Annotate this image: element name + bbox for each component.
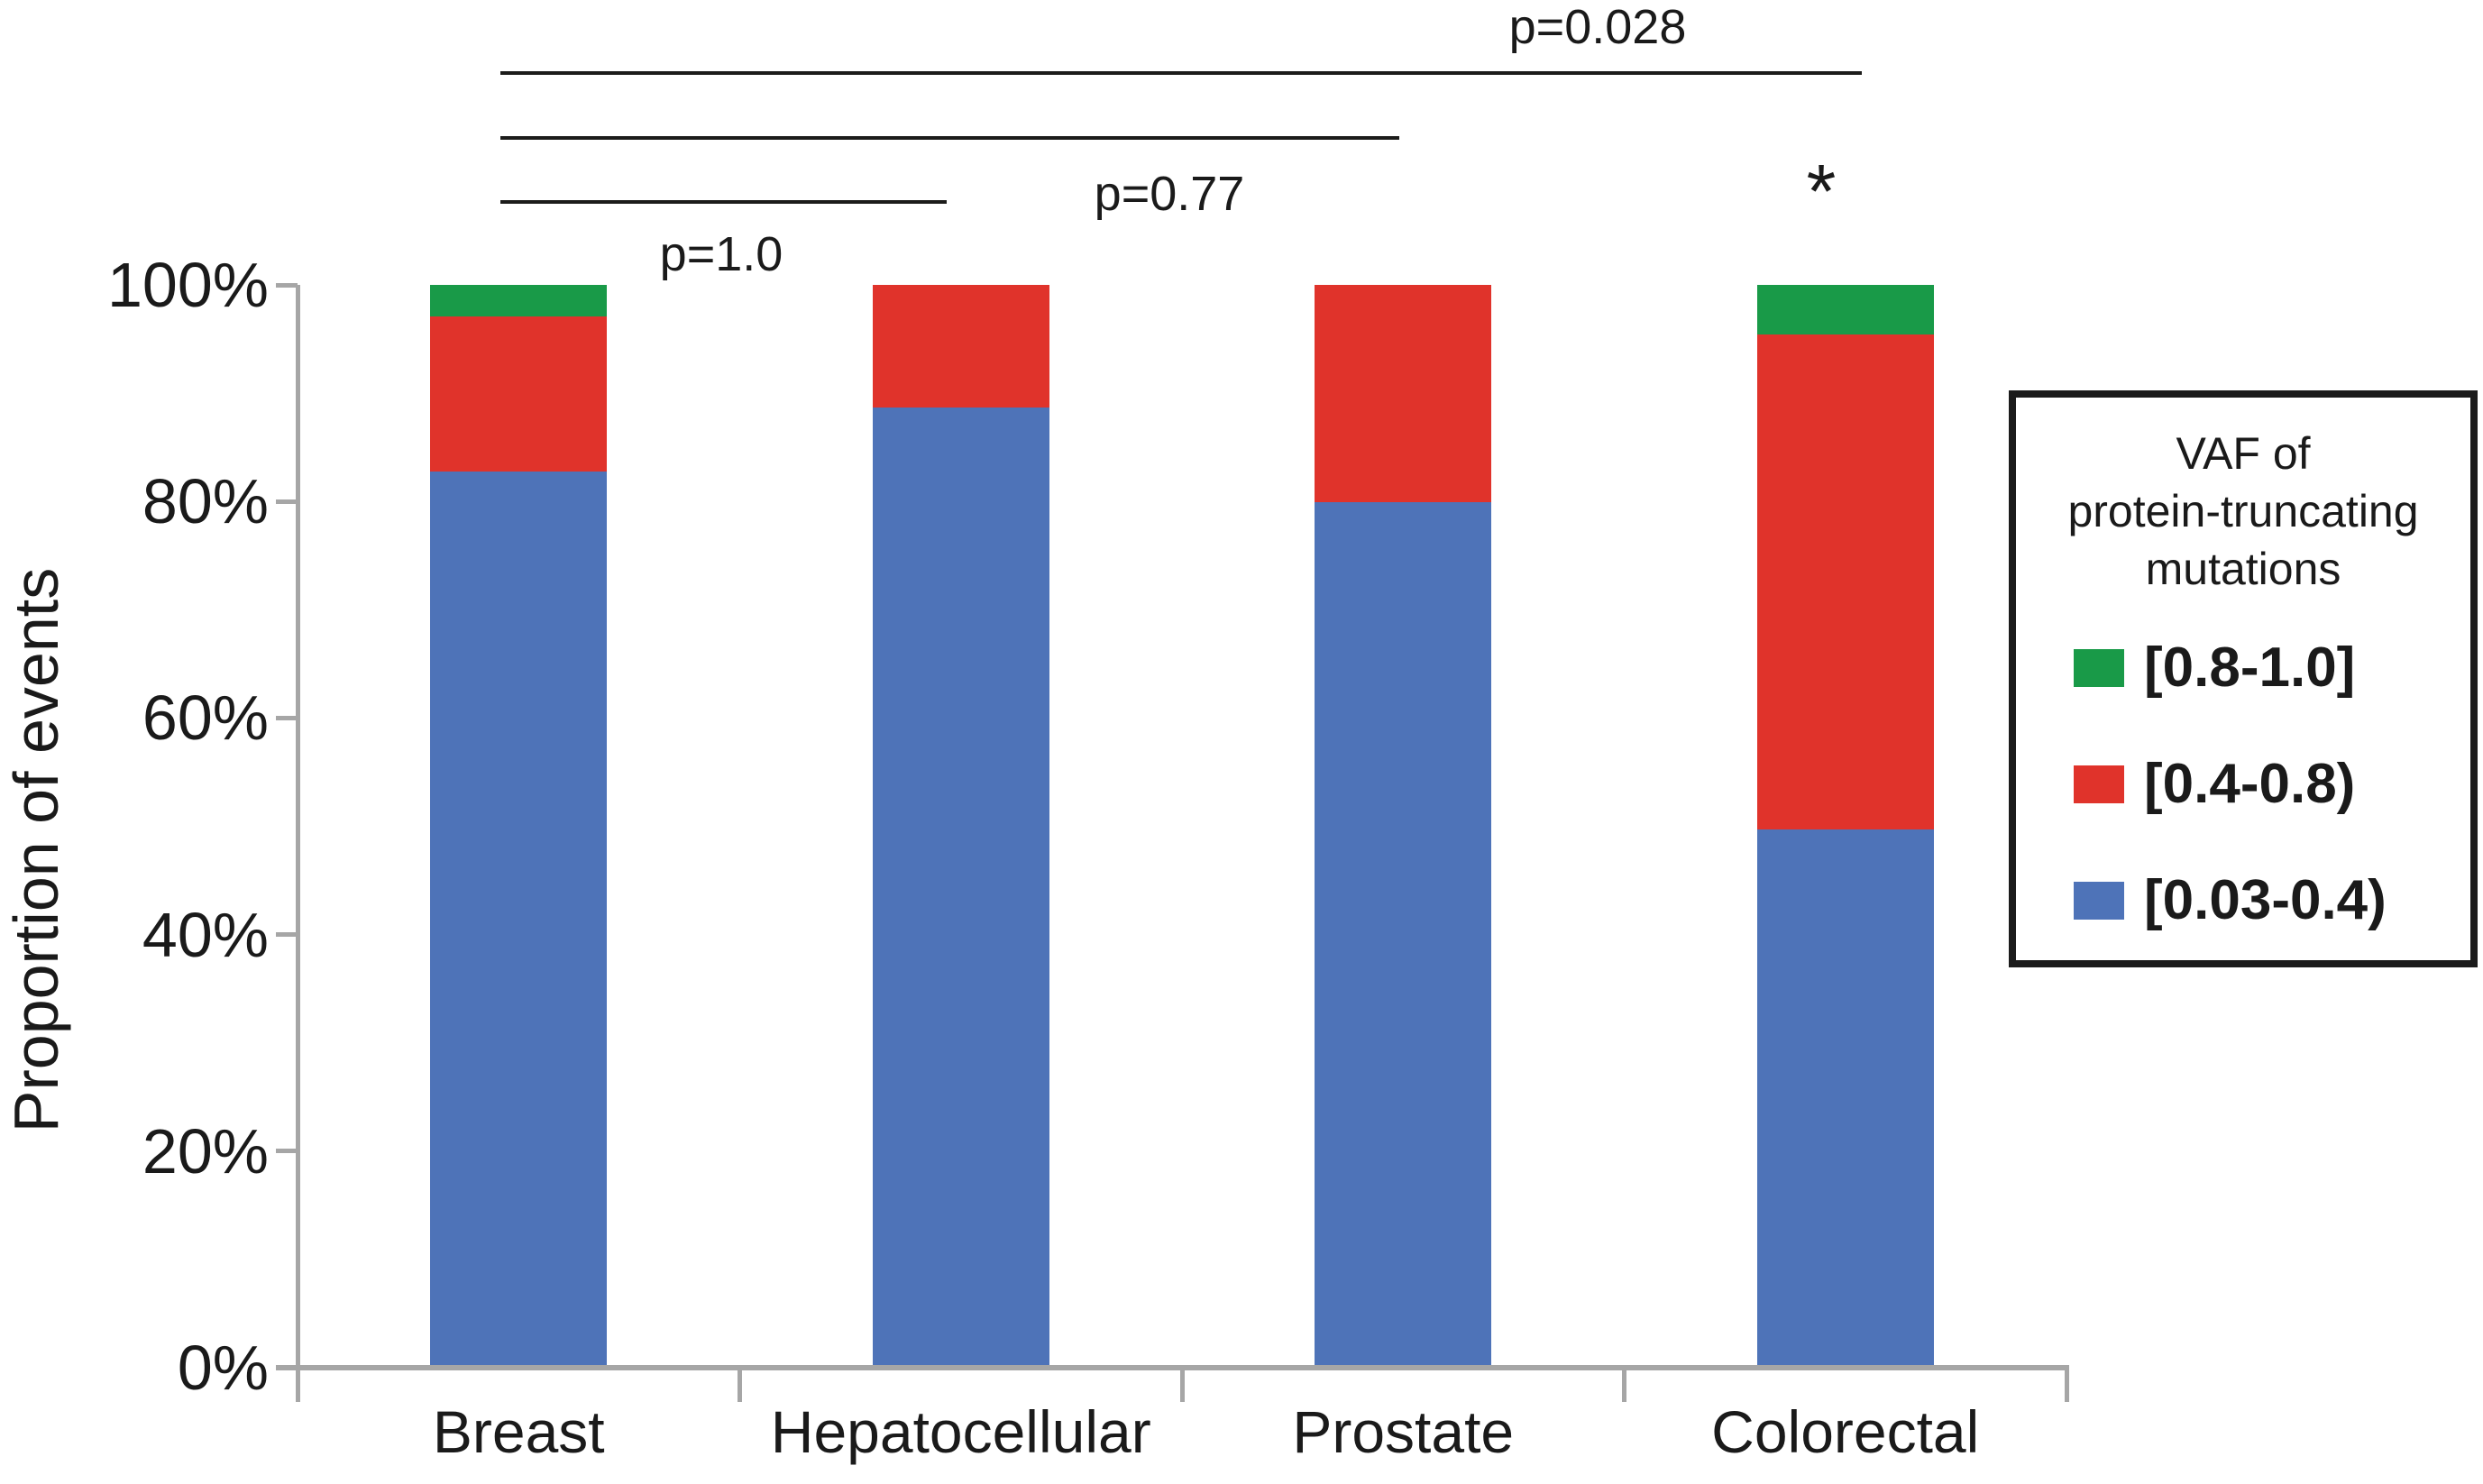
p-value-label-Breast-Hepatocellular: p=1.0 <box>659 227 783 281</box>
p-value-label-Breast-Prostate: p=0.77 <box>1094 167 1245 221</box>
legend-swatch-[0.8-1.0] <box>2074 648 2124 687</box>
legend-title-line-2: protein-truncating <box>2067 486 2419 536</box>
legend-title-line-3: mutations <box>2145 544 2341 594</box>
legend-items: [0.8-1.0] [0.4-0.8) [0.03-0.4) <box>2016 636 2470 932</box>
segment-colorectal-[0.8-1.0] <box>1756 285 1934 335</box>
x-axis-line <box>276 1365 2069 1370</box>
bar-hepatocellular <box>872 285 1049 1368</box>
legend-item-[0.03-0.4): [0.03-0.4) <box>2074 868 2470 932</box>
segment-breast-[0.03-0.4) <box>430 471 608 1368</box>
category-label-hepatocellular: Hepatocellular <box>770 1398 1151 1465</box>
comparison-line-Breast-Hepatocellular <box>500 200 947 204</box>
comparison-line-Breast-Prostate <box>500 136 1399 140</box>
legend-item-label-[0.03-0.4): [0.03-0.4) <box>2144 869 2387 931</box>
x-tick-mark-3 <box>1622 1368 1626 1402</box>
legend-title-line-1: VAF of <box>2176 428 2311 479</box>
y-axis-line <box>296 285 300 1386</box>
legend-swatch-[0.4-0.8) <box>2074 765 2124 803</box>
legend-box: VAF of protein-truncating mutations [0.8… <box>2009 390 2478 967</box>
y-tick-label-60%: 60% <box>142 682 269 754</box>
category-label-breast: Breast <box>432 1398 605 1465</box>
segment-prostate-[0.03-0.4) <box>1315 502 1492 1368</box>
segment-hepatocellular-[0.03-0.4) <box>872 407 1049 1368</box>
legend-item-[0.8-1.0]: [0.8-1.0] <box>2074 636 2470 700</box>
category-label-colorectal: Colorectal <box>1711 1398 1980 1465</box>
significance-star: * <box>1806 149 1837 234</box>
bar-colorectal <box>1756 285 1934 1368</box>
y-tick-mark-100% <box>276 282 298 288</box>
segment-colorectal-[0.03-0.4) <box>1756 829 1934 1368</box>
y-tick-mark-20% <box>276 1149 298 1154</box>
y-tick-mark-40% <box>276 932 298 938</box>
comparison-line-Breast-Colorectal <box>500 71 1862 75</box>
segment-colorectal-[0.4-0.8) <box>1756 334 1934 830</box>
segment-breast-[0.4-0.8) <box>430 316 608 472</box>
segment-breast-[0.8-1.0] <box>430 285 608 316</box>
legend-item-[0.4-0.8): [0.4-0.8) <box>2074 752 2470 816</box>
x-tick-mark-1 <box>738 1368 742 1402</box>
y-tick-label-20%: 20% <box>142 1115 269 1186</box>
bar-breast <box>430 285 608 1368</box>
y-tick-mark-60% <box>276 715 298 720</box>
y-axis-title: Proportion of events <box>1 567 71 1133</box>
legend-swatch-[0.03-0.4) <box>2074 881 2124 920</box>
p-value-label-Breast-Colorectal: p=0.028 <box>1508 0 1687 54</box>
legend-item-label-[0.4-0.8): [0.4-0.8) <box>2144 753 2356 815</box>
bar-prostate <box>1315 285 1492 1368</box>
category-label-prostate: Prostate <box>1292 1398 1515 1465</box>
y-tick-label-0%: 0% <box>177 1333 269 1403</box>
segment-hepatocellular-[0.4-0.8) <box>872 285 1049 408</box>
legend-title: VAF of protein-truncating mutations <box>2016 425 2470 598</box>
legend-item-label-[0.8-1.0]: [0.8-1.0] <box>2144 637 2356 699</box>
y-tick-label-80%: 80% <box>142 466 269 537</box>
y-tick-label-40%: 40% <box>142 899 269 970</box>
y-tick-mark-80% <box>276 499 298 504</box>
x-tick-mark-2 <box>1179 1368 1185 1402</box>
x-tick-mark-4 <box>2064 1368 2069 1402</box>
segment-prostate-[0.4-0.8) <box>1315 285 1492 503</box>
y-tick-label-100%: 100% <box>106 250 269 320</box>
